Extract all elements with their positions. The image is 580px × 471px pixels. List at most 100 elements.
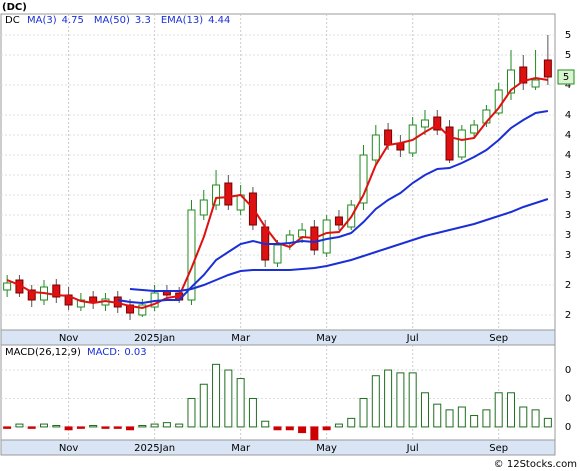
x-tick-label: 2025Jan: [134, 443, 175, 454]
macd-bar: [52, 424, 61, 428]
macd-bar: [371, 375, 380, 428]
chart-title: (DC): [2, 2, 27, 13]
macd-title: MACD(26,12,9): [5, 347, 81, 358]
macd-bar: [261, 420, 270, 428]
macd-bar: [27, 426, 36, 429]
ma-line: [129, 198, 549, 292]
candle-body: [187, 209, 196, 301]
y-tick-label: 3: [565, 250, 571, 261]
candle-body: [531, 79, 540, 88]
x-tick-label: Nov: [59, 333, 79, 344]
candle-body: [445, 126, 454, 161]
y-tick-label: 3: [565, 210, 571, 221]
candle-body: [27, 289, 36, 301]
macd-bar: [494, 392, 503, 428]
candle-body: [519, 66, 528, 84]
y-tick-label: 2: [565, 280, 571, 291]
last-price-box: [557, 69, 575, 85]
y-tick-label: 4: [565, 130, 571, 141]
y-tick-label: 4: [565, 80, 571, 91]
macd-bar: [199, 383, 208, 428]
candle-body: [138, 304, 147, 316]
candle-body: [52, 284, 61, 298]
candle-body: [212, 184, 221, 206]
x-tick-label: May: [316, 333, 337, 344]
macd-bar: [236, 378, 245, 428]
candle-body: [470, 124, 479, 134]
macd-bar: [248, 397, 257, 428]
macd-bar: [89, 424, 98, 428]
macd-bar: [506, 392, 515, 428]
macd-bar: [64, 426, 73, 431]
macd-bar: [384, 369, 393, 428]
macd-bar: [310, 426, 319, 441]
candle-body: [224, 182, 233, 206]
x-tick-label: Mar: [231, 333, 251, 344]
legend-value: 4.75: [62, 15, 84, 26]
macd-bar: [113, 426, 122, 429]
macd-bar: [457, 406, 466, 428]
candle-body: [506, 69, 515, 94]
candle-body: [322, 219, 331, 254]
candle-body: [433, 116, 442, 131]
candle-body: [359, 154, 368, 204]
y-tick-label: 0: [565, 422, 571, 433]
macd-bar: [470, 415, 479, 428]
macd-bar: [138, 424, 147, 428]
legend-value: 0.03: [124, 347, 146, 358]
candle-body: [199, 199, 208, 216]
x-tick-label: Nov: [59, 443, 79, 454]
macd-bar: [150, 423, 159, 428]
candle-body: [457, 129, 466, 158]
macd-bar: [101, 426, 110, 429]
macd-bar: [285, 426, 294, 431]
ma-line: [117, 110, 549, 305]
y-tick-label: 5: [565, 50, 571, 61]
x-tick-label: Sep: [489, 333, 508, 344]
macd-bar: [408, 372, 417, 428]
macd-bar: [347, 417, 356, 428]
legend-name: EMA(13): [161, 15, 203, 26]
x-tick-label: Mar: [231, 443, 251, 454]
macd-bar: [543, 417, 552, 428]
macd-bar: [433, 403, 442, 428]
macd-bar: [298, 426, 307, 434]
macd-bar: [420, 392, 429, 428]
macd-bar: [531, 409, 540, 428]
macd-bar: [15, 423, 24, 428]
y-tick-label: 0: [565, 365, 571, 376]
macd-bar: [396, 372, 405, 428]
macd-bar: [3, 426, 12, 429]
plot-frame: [0, 13, 556, 331]
x-tick-label: Jul: [406, 333, 419, 344]
macd-bar: [334, 423, 343, 428]
macd-bar: [322, 426, 331, 431]
legend-value: 4.44: [208, 15, 230, 26]
macd-bar: [76, 426, 85, 429]
y-tick-label: 0: [565, 393, 571, 404]
macd-bar: [126, 426, 135, 431]
candle-body: [384, 129, 393, 146]
macd-bar: [187, 397, 196, 428]
macd-bar: [175, 423, 184, 428]
candle-body: [543, 59, 552, 78]
x-axis-strip: [0, 439, 556, 456]
candle-body: [420, 119, 429, 128]
y-tick-label: 3: [565, 230, 571, 241]
y-tick-label: 2: [565, 310, 571, 321]
legend-value: 3.3: [135, 15, 151, 26]
candle-body: [334, 216, 343, 226]
x-tick-label: 2025Jan: [134, 333, 175, 344]
macd-bar: [482, 409, 491, 428]
y-tick-label: 5: [565, 30, 571, 41]
macd-bar: [273, 426, 282, 431]
macd-bar: [359, 397, 368, 428]
macd-bar: [162, 422, 171, 428]
y-tick-label: 3: [565, 170, 571, 181]
legend-name: MA(50): [94, 15, 130, 26]
candle-body: [371, 134, 380, 161]
watermark: © 12Stocks.com: [494, 459, 577, 470]
macd-bar: [519, 406, 528, 428]
candle-body: [273, 244, 282, 264]
